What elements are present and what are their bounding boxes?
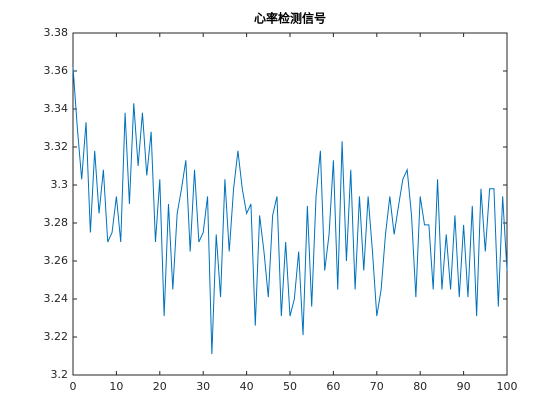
- y-tick-label: 3.3: [51, 178, 69, 191]
- x-tick-label: 20: [153, 380, 167, 393]
- x-tick-label: 30: [196, 380, 210, 393]
- chart-title: 心率检测信号: [254, 11, 326, 26]
- y-tick-label: 3.26: [44, 254, 69, 267]
- x-tick-label: 40: [240, 380, 254, 393]
- y-tick-label: 3.32: [44, 140, 69, 153]
- x-tick-label: 50: [283, 380, 297, 393]
- y-tick-label: 3.28: [44, 216, 69, 229]
- y-tick-label: 3.2: [51, 368, 69, 381]
- y-tick-label: 3.34: [44, 102, 69, 115]
- y-tick-label: 3.22: [44, 330, 69, 343]
- x-tick-label: 70: [370, 380, 384, 393]
- x-tick-label: 10: [109, 380, 123, 393]
- y-tick-label: 3.24: [44, 292, 69, 305]
- x-tick-label: 80: [413, 380, 427, 393]
- y-tick-label: 3.38: [44, 26, 69, 39]
- x-tick-label: 0: [70, 380, 77, 393]
- y-tick-label: 3.36: [44, 64, 69, 77]
- axes-box: [72, 32, 508, 376]
- x-tick-label: 60: [326, 380, 340, 393]
- x-tick-label: 100: [497, 380, 518, 393]
- x-tick-label: 90: [457, 380, 471, 393]
- data-line: [72, 67, 508, 355]
